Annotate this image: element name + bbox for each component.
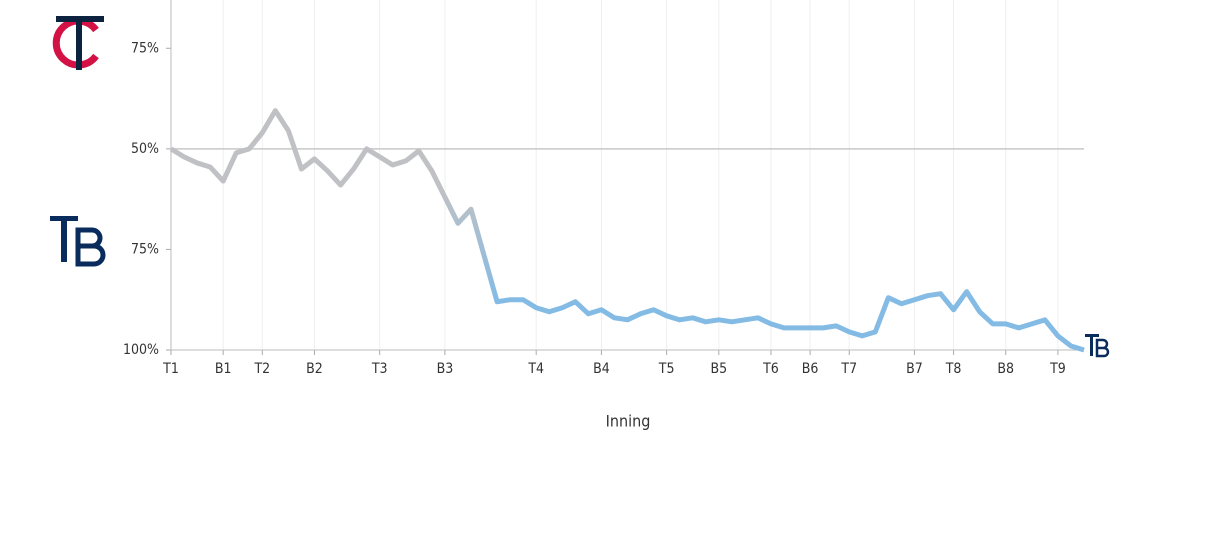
win-probability-line	[169, 108, 1085, 353]
x-tick-label: B5	[710, 361, 727, 377]
x-tick-label: B4	[593, 361, 610, 377]
x-tick-label: B1	[215, 361, 232, 377]
y-tick-label: 50%	[131, 141, 159, 157]
x-tick-label: B8	[997, 361, 1014, 377]
y-tick-label: 75%	[131, 40, 159, 56]
x-tick-label: B7	[906, 361, 923, 377]
rays-logo	[50, 216, 106, 267]
y-tick-label: 100%	[123, 342, 159, 358]
x-tick-label: T7	[840, 361, 857, 377]
x-tick-label: T6	[762, 361, 779, 377]
x-tick-label: T5	[658, 361, 675, 377]
y-tick-label: 75%	[131, 241, 159, 257]
x-tick-label: T8	[945, 361, 962, 377]
twins-logo	[52, 16, 104, 70]
x-tick-label: T9	[1049, 361, 1066, 377]
x-tick-label: B2	[306, 361, 323, 377]
x-tick-label: T4	[527, 361, 544, 377]
x-axis-label: Inning	[606, 412, 651, 431]
x-tick-label: B3	[437, 361, 454, 377]
rays-end-logo	[1085, 334, 1110, 358]
x-tick-label: B6	[802, 361, 819, 377]
x-tick-label: T2	[253, 361, 270, 377]
x-tick-label: T1	[162, 361, 179, 377]
x-tick-label: T3	[371, 361, 388, 377]
